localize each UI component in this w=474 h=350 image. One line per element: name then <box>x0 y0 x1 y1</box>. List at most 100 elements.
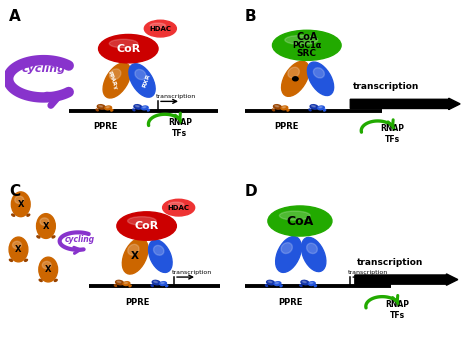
Text: transcription: transcription <box>348 270 388 275</box>
Ellipse shape <box>42 261 51 269</box>
Ellipse shape <box>133 109 135 111</box>
Text: RXR: RXR <box>142 73 152 88</box>
Ellipse shape <box>292 77 298 81</box>
Ellipse shape <box>273 105 282 109</box>
Ellipse shape <box>124 282 128 284</box>
Ellipse shape <box>9 237 28 262</box>
Ellipse shape <box>313 68 324 78</box>
Text: TFs: TFs <box>390 311 405 320</box>
Text: TFs: TFs <box>172 129 187 138</box>
Ellipse shape <box>309 282 315 286</box>
Ellipse shape <box>275 282 279 284</box>
Ellipse shape <box>12 241 21 249</box>
Text: CoA: CoA <box>296 32 318 42</box>
Ellipse shape <box>301 237 326 272</box>
Ellipse shape <box>52 236 55 238</box>
Ellipse shape <box>152 280 160 285</box>
Ellipse shape <box>310 282 313 284</box>
Ellipse shape <box>109 69 121 79</box>
Ellipse shape <box>168 202 184 207</box>
Ellipse shape <box>307 243 318 253</box>
Ellipse shape <box>111 110 113 111</box>
Ellipse shape <box>280 211 310 220</box>
Ellipse shape <box>311 105 315 107</box>
Text: transcription: transcription <box>156 94 196 99</box>
Text: PPRE: PPRE <box>125 298 150 307</box>
Ellipse shape <box>280 285 282 287</box>
Ellipse shape <box>147 110 149 111</box>
Ellipse shape <box>105 106 111 110</box>
Text: RNAP: RNAP <box>381 125 405 133</box>
Ellipse shape <box>97 105 105 109</box>
Text: TFs: TFs <box>385 135 400 144</box>
Text: transcription: transcription <box>357 258 423 267</box>
Ellipse shape <box>143 107 146 108</box>
Ellipse shape <box>116 280 124 285</box>
Ellipse shape <box>273 30 341 61</box>
Ellipse shape <box>39 257 58 282</box>
Ellipse shape <box>308 62 334 96</box>
Ellipse shape <box>160 282 166 286</box>
Ellipse shape <box>9 259 12 261</box>
Ellipse shape <box>96 109 98 111</box>
Text: D: D <box>245 184 258 199</box>
Ellipse shape <box>106 107 109 108</box>
Ellipse shape <box>324 110 326 111</box>
Ellipse shape <box>109 39 138 48</box>
Text: B: B <box>245 8 256 23</box>
Text: transcription: transcription <box>172 270 212 275</box>
Text: HDAC: HDAC <box>168 205 190 211</box>
Ellipse shape <box>268 206 332 236</box>
Text: X: X <box>131 251 139 261</box>
Text: RNAP: RNAP <box>385 300 409 309</box>
Ellipse shape <box>11 192 30 217</box>
Ellipse shape <box>288 67 300 78</box>
Ellipse shape <box>114 285 117 286</box>
Text: X: X <box>18 200 24 209</box>
Ellipse shape <box>141 106 148 110</box>
Ellipse shape <box>267 280 274 285</box>
Ellipse shape <box>55 279 57 281</box>
Ellipse shape <box>154 245 164 255</box>
Text: SRC: SRC <box>297 49 317 58</box>
Ellipse shape <box>318 106 324 110</box>
Ellipse shape <box>128 244 139 255</box>
FancyArrow shape <box>355 274 458 285</box>
Text: cycling: cycling <box>65 235 95 244</box>
Ellipse shape <box>99 34 158 63</box>
Ellipse shape <box>161 282 164 284</box>
Ellipse shape <box>272 109 274 111</box>
Text: X: X <box>45 265 52 274</box>
Ellipse shape <box>275 105 279 107</box>
Ellipse shape <box>310 105 318 109</box>
Ellipse shape <box>27 214 30 216</box>
Ellipse shape <box>285 35 318 44</box>
FancyArrow shape <box>350 98 460 110</box>
Ellipse shape <box>117 212 176 240</box>
Ellipse shape <box>37 236 40 238</box>
Text: X: X <box>15 245 22 254</box>
Ellipse shape <box>123 282 130 286</box>
Ellipse shape <box>150 23 165 28</box>
Ellipse shape <box>122 238 148 274</box>
Ellipse shape <box>36 214 55 238</box>
Ellipse shape <box>136 105 139 107</box>
Ellipse shape <box>302 281 306 283</box>
Text: PPRE: PPRE <box>279 298 303 307</box>
Text: transcription: transcription <box>353 82 419 91</box>
Ellipse shape <box>274 282 281 286</box>
Ellipse shape <box>12 214 15 216</box>
Text: PPRE: PPRE <box>93 122 118 131</box>
Ellipse shape <box>40 218 49 225</box>
Ellipse shape <box>135 69 146 80</box>
Ellipse shape <box>265 285 268 286</box>
Ellipse shape <box>276 237 301 272</box>
Ellipse shape <box>301 280 309 285</box>
Ellipse shape <box>148 240 172 272</box>
Ellipse shape <box>281 243 292 253</box>
Ellipse shape <box>144 20 176 37</box>
Ellipse shape <box>314 285 317 287</box>
Text: cycling: cycling <box>22 64 66 74</box>
Ellipse shape <box>282 61 309 96</box>
Ellipse shape <box>309 109 311 111</box>
